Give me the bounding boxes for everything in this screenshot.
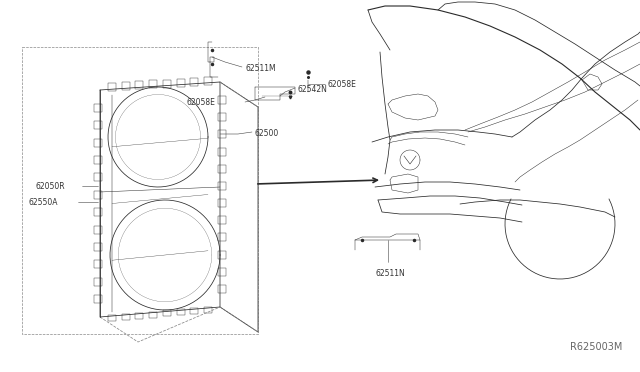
Bar (94, 122, 102, 129)
Bar (218, 216, 226, 224)
Bar (218, 113, 226, 121)
Text: 62058E: 62058E (327, 80, 356, 89)
Bar (218, 234, 226, 241)
Bar (94, 173, 102, 182)
Bar (204, 307, 212, 313)
Bar (94, 139, 102, 147)
Bar (163, 80, 171, 87)
Bar (122, 82, 130, 90)
Bar (177, 309, 184, 315)
Bar (122, 314, 130, 320)
Bar (149, 80, 157, 89)
Bar (94, 295, 102, 303)
Bar (218, 268, 226, 276)
Bar (190, 308, 198, 314)
Bar (177, 78, 184, 87)
Bar (218, 285, 226, 293)
Bar (163, 310, 171, 317)
Text: 62542N: 62542N (297, 84, 327, 93)
Bar (108, 315, 116, 321)
Bar (94, 225, 102, 234)
Bar (204, 77, 212, 85)
Bar (218, 199, 226, 207)
Text: 62511N: 62511N (375, 269, 404, 279)
Text: 62050R: 62050R (35, 182, 65, 190)
Text: 62550A: 62550A (28, 198, 58, 206)
Text: 62511M: 62511M (245, 64, 276, 73)
Bar (190, 78, 198, 86)
Bar (94, 104, 102, 112)
Bar (149, 312, 157, 318)
Bar (94, 278, 102, 285)
Bar (218, 148, 226, 155)
Bar (94, 243, 102, 251)
Bar (218, 130, 226, 138)
Bar (218, 96, 226, 104)
Bar (218, 165, 226, 173)
Text: R625003M: R625003M (570, 342, 622, 352)
Bar (218, 251, 226, 259)
Bar (136, 81, 143, 89)
Bar (94, 156, 102, 164)
Bar (94, 191, 102, 199)
Bar (94, 208, 102, 216)
Bar (108, 83, 116, 91)
Bar (136, 313, 143, 319)
Text: 62500: 62500 (255, 128, 279, 138)
Text: 62058E: 62058E (186, 97, 215, 106)
Bar (218, 182, 226, 190)
Bar (94, 260, 102, 268)
